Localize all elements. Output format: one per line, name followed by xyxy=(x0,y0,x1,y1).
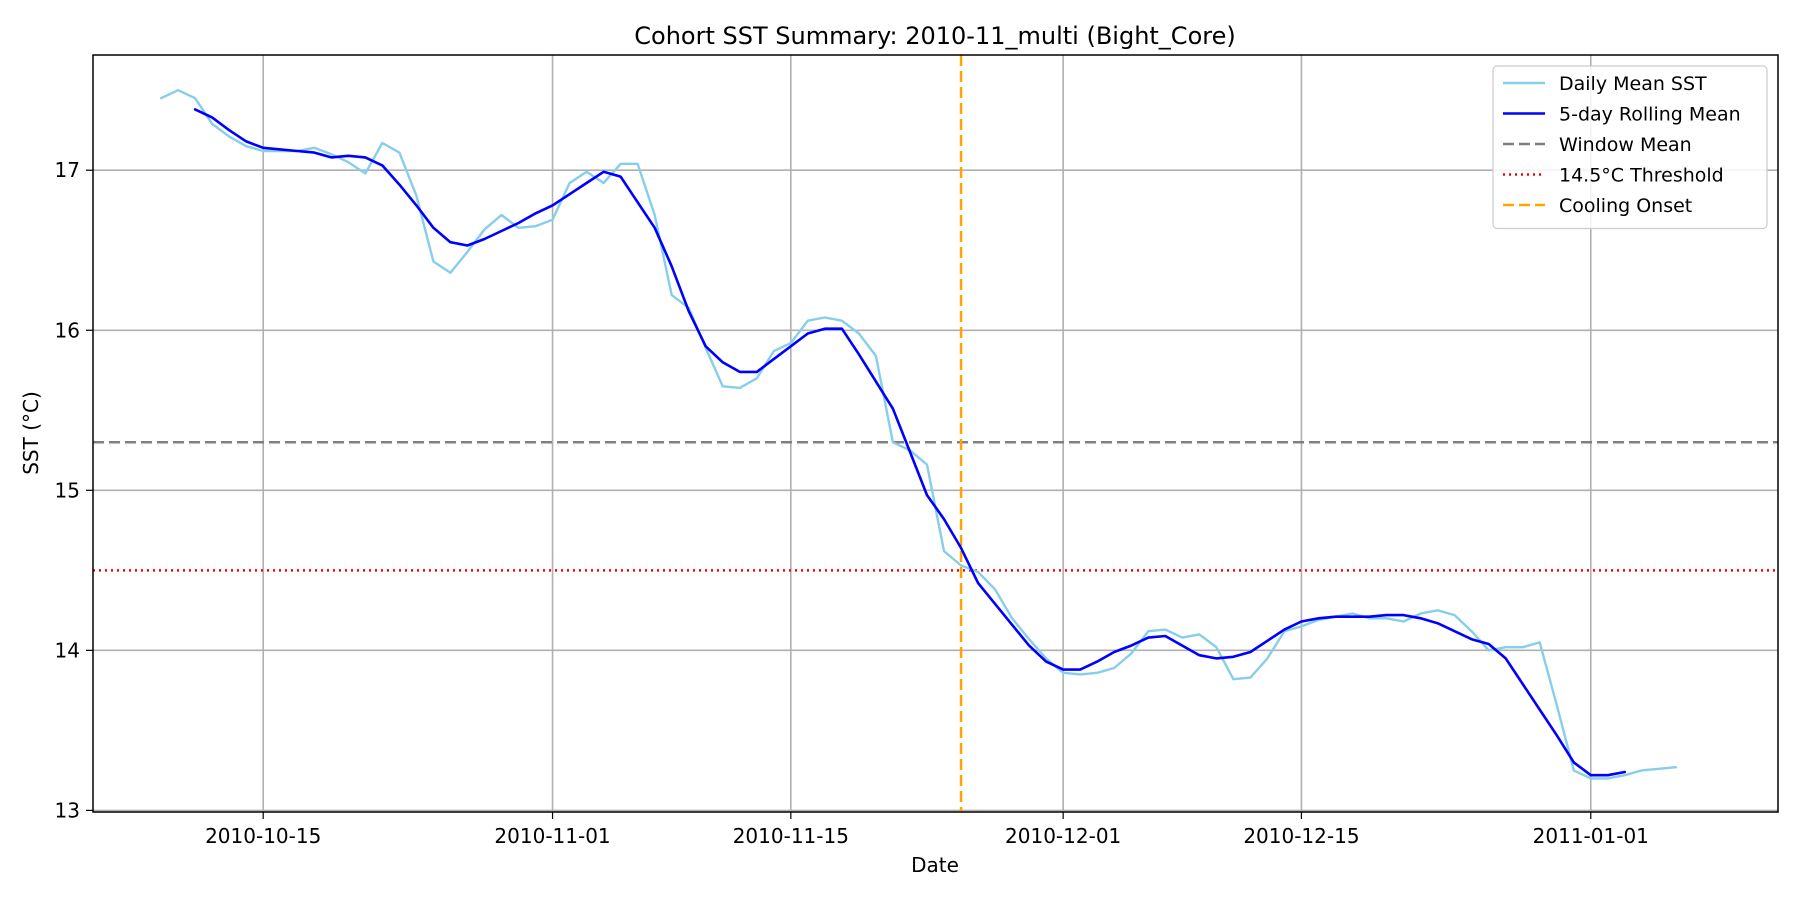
y-tick-label: 17 xyxy=(55,158,80,182)
y-tick-label: 16 xyxy=(55,318,80,342)
x-axis-label: Date xyxy=(911,853,959,877)
daily-mean-sst-line xyxy=(159,88,1678,780)
legend-label-5-day-rolling-mean: 5-day Rolling Mean xyxy=(1559,104,1741,126)
series-lines xyxy=(159,88,1678,780)
legend-label-cooling-onset: Cooling Onset xyxy=(1559,195,1692,217)
reference-lines xyxy=(93,55,1778,812)
x-tick-label: 2011-01-01 xyxy=(1533,824,1649,848)
y-tick-label: 13 xyxy=(55,798,80,822)
legend-label-window-mean: Window Mean xyxy=(1559,134,1692,156)
plot-area-frame xyxy=(92,54,1779,813)
legend-box xyxy=(1492,65,1768,230)
y-tick-label: 15 xyxy=(55,478,80,502)
y-tick-label: 14 xyxy=(55,638,80,662)
legend-label-14-5-c-threshold: 14.5°C Threshold xyxy=(1559,165,1724,187)
x-tick-label: 2010-11-15 xyxy=(733,824,849,848)
legend: Daily Mean SST 5-day Rolling Mean Window M… xyxy=(1492,65,1768,230)
axis-ticks: 2010-10-15 2010-11-01 2010-11-15 2010-12-01… xyxy=(55,158,1649,848)
chart-title: Cohort SST Summary: 2010-11_multi (Bight… xyxy=(634,22,1235,50)
5-day-rolling-mean-line xyxy=(193,108,1627,777)
x-tick-label: 2010-11-01 xyxy=(494,824,610,848)
x-tick-label: 2010-12-01 xyxy=(1005,824,1121,848)
y-axis-label: SST (°C) xyxy=(19,391,43,475)
x-tick-label: 2010-10-15 xyxy=(205,824,321,848)
legend-label-daily-mean-sst: Daily Mean SST xyxy=(1559,73,1707,95)
x-tick-label: 2010-12-15 xyxy=(1243,824,1359,848)
